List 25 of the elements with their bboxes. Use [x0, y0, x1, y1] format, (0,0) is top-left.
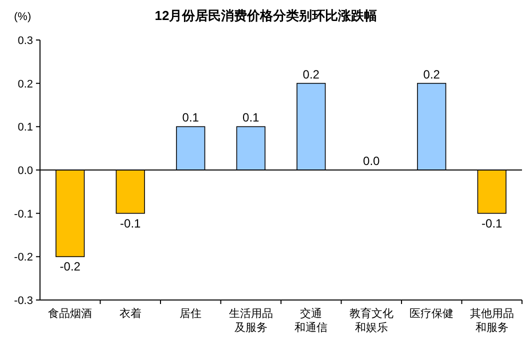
x-tick-label: 生活用品及服务 [228, 307, 273, 334]
y-tick-label: 0.2 [18, 78, 33, 90]
data-label: 0.0 [363, 154, 380, 168]
y-tick-label: -0.1 [14, 208, 33, 220]
chart-title: 12月份居民消费价格分类别环比涨跌幅 [154, 8, 378, 23]
x-tick-label: 食品烟酒 [48, 307, 92, 320]
y-tick-label: -0.2 [14, 252, 33, 264]
y-tick-label: 0.0 [18, 165, 33, 177]
y-tick-label: -0.3 [14, 295, 33, 307]
x-tick-label: 交通和通信 [294, 307, 328, 334]
y-tick-label: 0.1 [18, 122, 33, 134]
data-label: -0.2 [60, 260, 81, 274]
data-label: -0.1 [482, 216, 503, 230]
x-tick-label: 衣着 [119, 307, 142, 320]
x-tick-label: 其他用品和服务 [470, 307, 514, 334]
data-label: -0.1 [120, 216, 142, 230]
y-tick-label: 0.3 [18, 35, 33, 47]
data-label: 0.2 [302, 67, 320, 82]
x-tick-label: 教育文化和娱乐 [349, 307, 394, 334]
data-label: 0.2 [423, 67, 440, 82]
x-tick-label: 医疗保健 [410, 307, 454, 320]
y-axis-title: (%) [14, 11, 32, 23]
data-label: 0.1 [182, 110, 200, 125]
data-label: 0.1 [242, 110, 260, 125]
x-tick-label: 居住 [180, 308, 202, 320]
